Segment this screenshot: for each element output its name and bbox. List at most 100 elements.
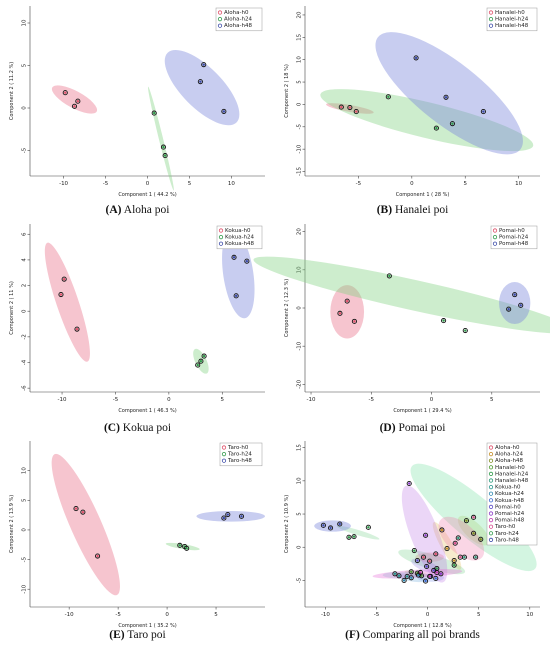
point-taro-h24	[177, 542, 183, 548]
point-core-pomai-h24	[388, 274, 391, 278]
point-aloha-h48	[463, 518, 469, 524]
x-tick-label: -5	[356, 181, 362, 187]
point-taro-h24	[184, 545, 190, 551]
point-kokua-h0	[58, 291, 64, 298]
legend-entry: Kokua-h24	[495, 491, 525, 497]
point-kokua-h24	[408, 575, 414, 581]
x-tick-label: -5	[115, 612, 121, 618]
point-core-aloha-h24	[163, 154, 167, 157]
point-aloha-h0	[420, 554, 427, 560]
y-axis-title: Component 2 ( 13.9 %)	[9, 495, 15, 553]
point-core-aloha-h0	[76, 100, 80, 103]
point-kokua-h24	[195, 362, 201, 368]
confidence-ellipse-hanalei-h48	[375, 32, 523, 155]
point-core-aloha-h48	[479, 538, 482, 541]
point-kokua-h48	[433, 575, 439, 581]
point-core-aloha-h0	[64, 91, 67, 94]
point-core-pomai-h24	[464, 329, 467, 332]
point-kokua-h24	[198, 358, 204, 364]
point-hanalei-h0	[347, 105, 353, 111]
x-tick-label: 10	[526, 612, 533, 618]
point-core-kokua-h48	[245, 259, 249, 263]
confidence-ellipse-taro-h48	[196, 510, 265, 522]
y-tick-label: 0	[22, 309, 28, 313]
legend-marker	[488, 465, 494, 470]
legend-marker	[488, 445, 494, 450]
point-pomai-h24	[406, 480, 412, 487]
point-core-pomai-h0	[425, 565, 428, 568]
legend-entry: Hanalei-h0	[495, 10, 525, 16]
x-axis-title: Component 1 ( 28 %)	[396, 192, 450, 198]
y-tick-label: -2	[22, 334, 28, 339]
point-taro-h0	[80, 509, 86, 515]
x-tick-label: 5	[490, 397, 494, 403]
point-core-taro-h24	[178, 544, 182, 547]
x-tick-label: -10	[307, 397, 316, 403]
confidence-ellipse-pomai-h48	[499, 282, 531, 325]
point-aloha-h24	[444, 546, 450, 552]
y-tick-label: 0	[297, 102, 303, 106]
confidence-ellipse-aloha-h0	[51, 85, 98, 114]
point-aloha-h24	[151, 110, 157, 116]
point-kokua-h48	[244, 258, 250, 264]
point-taro-h48	[221, 515, 227, 521]
point-pomai-h24	[441, 318, 447, 324]
x-axis-title: Component 1 ( 44.2 %)	[118, 192, 176, 198]
y-tick-label: -10	[297, 341, 303, 350]
point-core-hanalei-h0	[355, 110, 358, 113]
point-core-aloha-h24	[445, 547, 449, 550]
point-taro-h0	[95, 553, 101, 559]
point-hanalei-h0	[408, 569, 414, 575]
point-aloha-h24	[160, 144, 166, 150]
confidence-ellipse-aloha-h24	[147, 86, 174, 191]
legend-marker	[218, 228, 224, 233]
point-hanalei-h48	[443, 94, 449, 100]
point-pomai-h0	[337, 310, 343, 316]
legend-marker	[217, 16, 223, 22]
point-pomai-h24	[423, 532, 429, 538]
point-core-taro-h0	[453, 542, 457, 545]
point-taro-h48	[238, 513, 245, 519]
panel-a: -10 -5 0 5 10 -5 0 5 10 Component 1 ( 44.2 %) Comp…	[0, 0, 275, 216]
legend-box	[490, 225, 538, 250]
legend-marker	[488, 491, 494, 496]
point-core-kokua-h24	[199, 360, 203, 363]
point-pomai-h0	[424, 563, 430, 570]
legend-marker	[492, 241, 498, 246]
point-hanalei-h48	[480, 109, 486, 115]
y-tick-label: -4	[22, 359, 28, 365]
y-tick-label: -6	[22, 385, 28, 391]
legend-entry: Aloha-h24	[495, 452, 523, 458]
point-core-kokua-h48	[234, 294, 238, 298]
y-tick-label: 10	[297, 266, 303, 273]
point-core-hanalei-h24	[452, 563, 456, 567]
caption-a: (A) Aloha poi	[105, 204, 170, 216]
point-core-aloha-h48	[202, 63, 205, 66]
legend-marker	[217, 23, 223, 28]
x-tick-label: -5	[369, 397, 375, 403]
point-taro-h0	[452, 540, 458, 546]
point-core-aloha-h48	[472, 532, 475, 535]
point-aloha-h48	[471, 530, 477, 536]
legend-entry: Pomai-h24	[499, 235, 529, 241]
confidence-ellipse-kokua-h0	[44, 242, 90, 362]
legend-entry: Kokua-h48	[495, 498, 525, 504]
y-tick-label: -5	[22, 556, 28, 562]
legend-entry: Kokua-h24	[225, 235, 255, 241]
confidence-ellipse-taro-h48	[314, 520, 351, 532]
y-axis-title: Component 2 ( 18 %)	[284, 64, 290, 118]
point-core-hanalei-h24	[451, 122, 454, 125]
caption-b: (B) Hanalei poi	[376, 204, 449, 216]
point-core-kokua-h0	[405, 575, 409, 578]
point-core-pomai-h24	[442, 319, 445, 322]
legend-marker	[218, 234, 224, 240]
x-tick-label: 10	[228, 181, 235, 187]
y-tick-label: 0	[22, 106, 28, 110]
panel-c: -10 -5 0 5 -6 -4 -2 0 2 4 6 Component 1 ( 46.3 %) Co…	[0, 218, 275, 434]
y-tick-label: -5	[297, 124, 303, 130]
legend-entry: Hanalei-h48	[495, 478, 529, 484]
point-core-aloha-h0	[422, 556, 425, 559]
x-tick-label: -5	[113, 397, 119, 403]
legend-entry: Taro-h24	[494, 531, 519, 537]
confidence-ellipse-pomai-h24	[253, 256, 550, 334]
